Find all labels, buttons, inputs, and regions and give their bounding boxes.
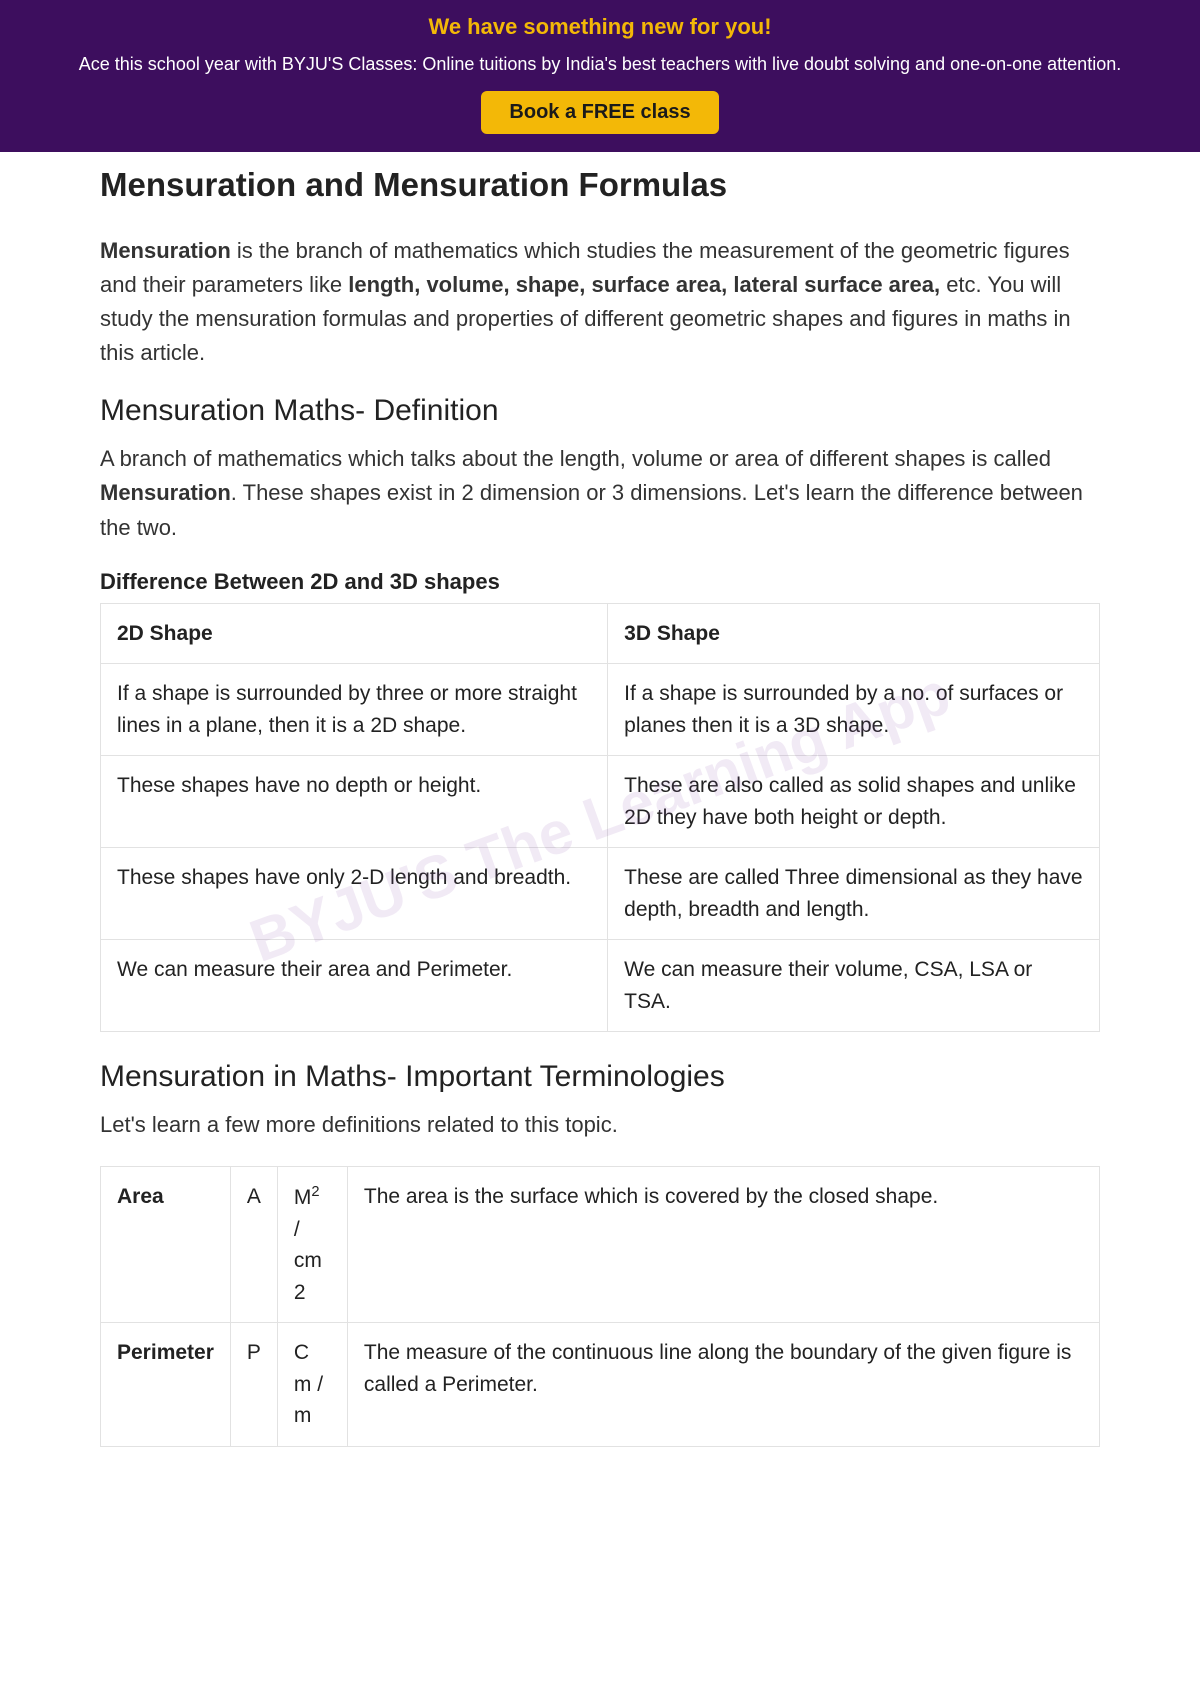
diff-table: 2D Shape 3D Shape If a shape is surround…: [100, 603, 1100, 1033]
table-row: These shapes have no depth or height. Th…: [101, 756, 1100, 848]
term-unit: M2 / cm 2: [277, 1167, 347, 1323]
intro-bold: length, volume, shape, surface area, lat…: [348, 272, 940, 297]
definition-heading: Mensuration Maths- Definition: [100, 394, 1100, 428]
promo-banner: We have something new for you! Ace this …: [0, 0, 1200, 152]
banner-subtext: Ace this school year with BYJU'S Classes…: [20, 54, 1180, 75]
page-title: Mensuration and Mensuration Formulas: [100, 166, 1100, 204]
diff-cell: If a shape is surrounded by a no. of sur…: [608, 664, 1100, 756]
definition-paragraph: A branch of mathematics which talks abou…: [100, 442, 1100, 544]
def-text2: . These shapes exist in 2 dimension or 3…: [100, 480, 1083, 539]
terms-heading: Mensuration in Maths- Important Terminol…: [100, 1060, 1100, 1094]
term-name: Perimeter: [101, 1323, 231, 1447]
diff-cell: We can measure their volume, CSA, LSA or…: [608, 940, 1100, 1032]
terms-table: Area A M2 / cm 2 The area is the surface…: [100, 1166, 1100, 1447]
diff-cell: These are called Three dimensional as th…: [608, 848, 1100, 940]
table-row: Area A M2 / cm 2 The area is the surface…: [101, 1167, 1100, 1323]
banner-headline: We have something new for you!: [20, 14, 1180, 40]
diff-subheading: Difference Between 2D and 3D shapes: [100, 569, 1100, 595]
term-symbol: A: [230, 1167, 277, 1323]
diff-cell: These shapes have only 2-D length and br…: [101, 848, 608, 940]
diff-table-wrap: BYJU'S The Learning App 2D Shape 3D Shap…: [100, 603, 1100, 1033]
diff-header-3d: 3D Shape: [608, 603, 1100, 664]
table-header-row: 2D Shape 3D Shape: [101, 603, 1100, 664]
def-bold: Mensuration: [100, 480, 231, 505]
diff-cell: We can measure their area and Perimeter.: [101, 940, 608, 1032]
table-row: If a shape is surrounded by three or mor…: [101, 664, 1100, 756]
diff-header-2d: 2D Shape: [101, 603, 608, 664]
table-row: These shapes have only 2-D length and br…: [101, 848, 1100, 940]
term-symbol: P: [230, 1323, 277, 1447]
terms-intro: Let's learn a few more definitions relat…: [100, 1108, 1100, 1142]
term-unit: C m / m: [277, 1323, 347, 1447]
book-free-class-button[interactable]: Book a FREE class: [481, 91, 718, 134]
article-content: Mensuration and Mensuration Formulas Men…: [0, 152, 1200, 1515]
diff-cell: These shapes have no depth or height.: [101, 756, 608, 848]
table-row: Perimeter P C m / m The measure of the c…: [101, 1323, 1100, 1447]
intro-paragraph: Mensuration is the branch of mathematics…: [100, 234, 1100, 370]
diff-cell: If a shape is surrounded by three or mor…: [101, 664, 608, 756]
term-name: Area: [101, 1167, 231, 1323]
term-desc: The area is the surface which is covered…: [347, 1167, 1099, 1323]
diff-cell: These are also called as solid shapes an…: [608, 756, 1100, 848]
term-desc: The measure of the continuous line along…: [347, 1323, 1099, 1447]
intro-lead: Mensuration: [100, 238, 231, 263]
def-text1: A branch of mathematics which talks abou…: [100, 446, 1051, 471]
table-row: We can measure their area and Perimeter.…: [101, 940, 1100, 1032]
